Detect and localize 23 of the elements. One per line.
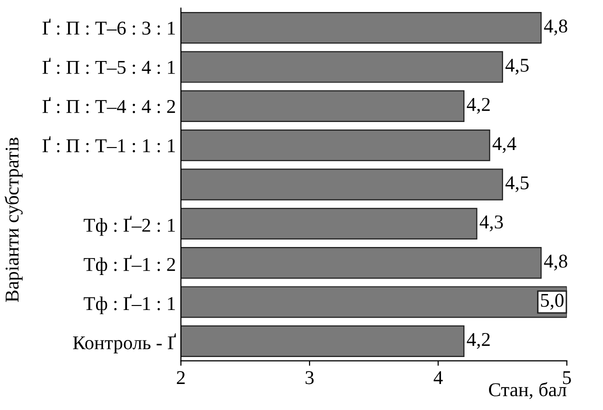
x-axis-title: Стан, бал	[489, 382, 566, 400]
data-label: 4,4	[492, 137, 516, 153]
y-axis-title: Варіанти субстратів	[4, 138, 23, 302]
y-tick-label: Тф : Ґ–1 : 2	[84, 254, 175, 275]
x-tick-label: 2	[176, 371, 185, 384]
data-label: 5,0	[541, 294, 564, 310]
y-tick-label: Ґ : П : Т–5 : 4 : 1	[42, 58, 175, 74]
data-label: 4,2	[466, 333, 490, 349]
data-label: 4,2	[466, 98, 490, 114]
data-label: 4,5	[505, 176, 529, 192]
y-tick-label: Ґ : П : Т–6 : 3 : 1	[42, 18, 175, 35]
y-tick-label: Контроль - Ґ	[73, 333, 176, 354]
data-label: 4,8	[544, 254, 568, 271]
data-label: 4,3	[480, 215, 503, 232]
x-tick-label: 5	[563, 371, 571, 384]
x-tick-label: 4	[434, 371, 443, 384]
y-tick-label: Тф : Ґ–1 : 1	[84, 294, 175, 314]
data-label: 4,8	[544, 20, 568, 36]
y-tick-label: Тф : Ґ–2 : 1	[84, 216, 175, 236]
y-tick-label: Ґ : П : Т–4 : 4 : 2	[42, 96, 175, 114]
x-tick-label: 3	[306, 371, 314, 384]
y-tick-label: Ґ : П : Т–1 : 1 : 1	[42, 136, 175, 152]
data-label: 4,5	[505, 58, 529, 75]
